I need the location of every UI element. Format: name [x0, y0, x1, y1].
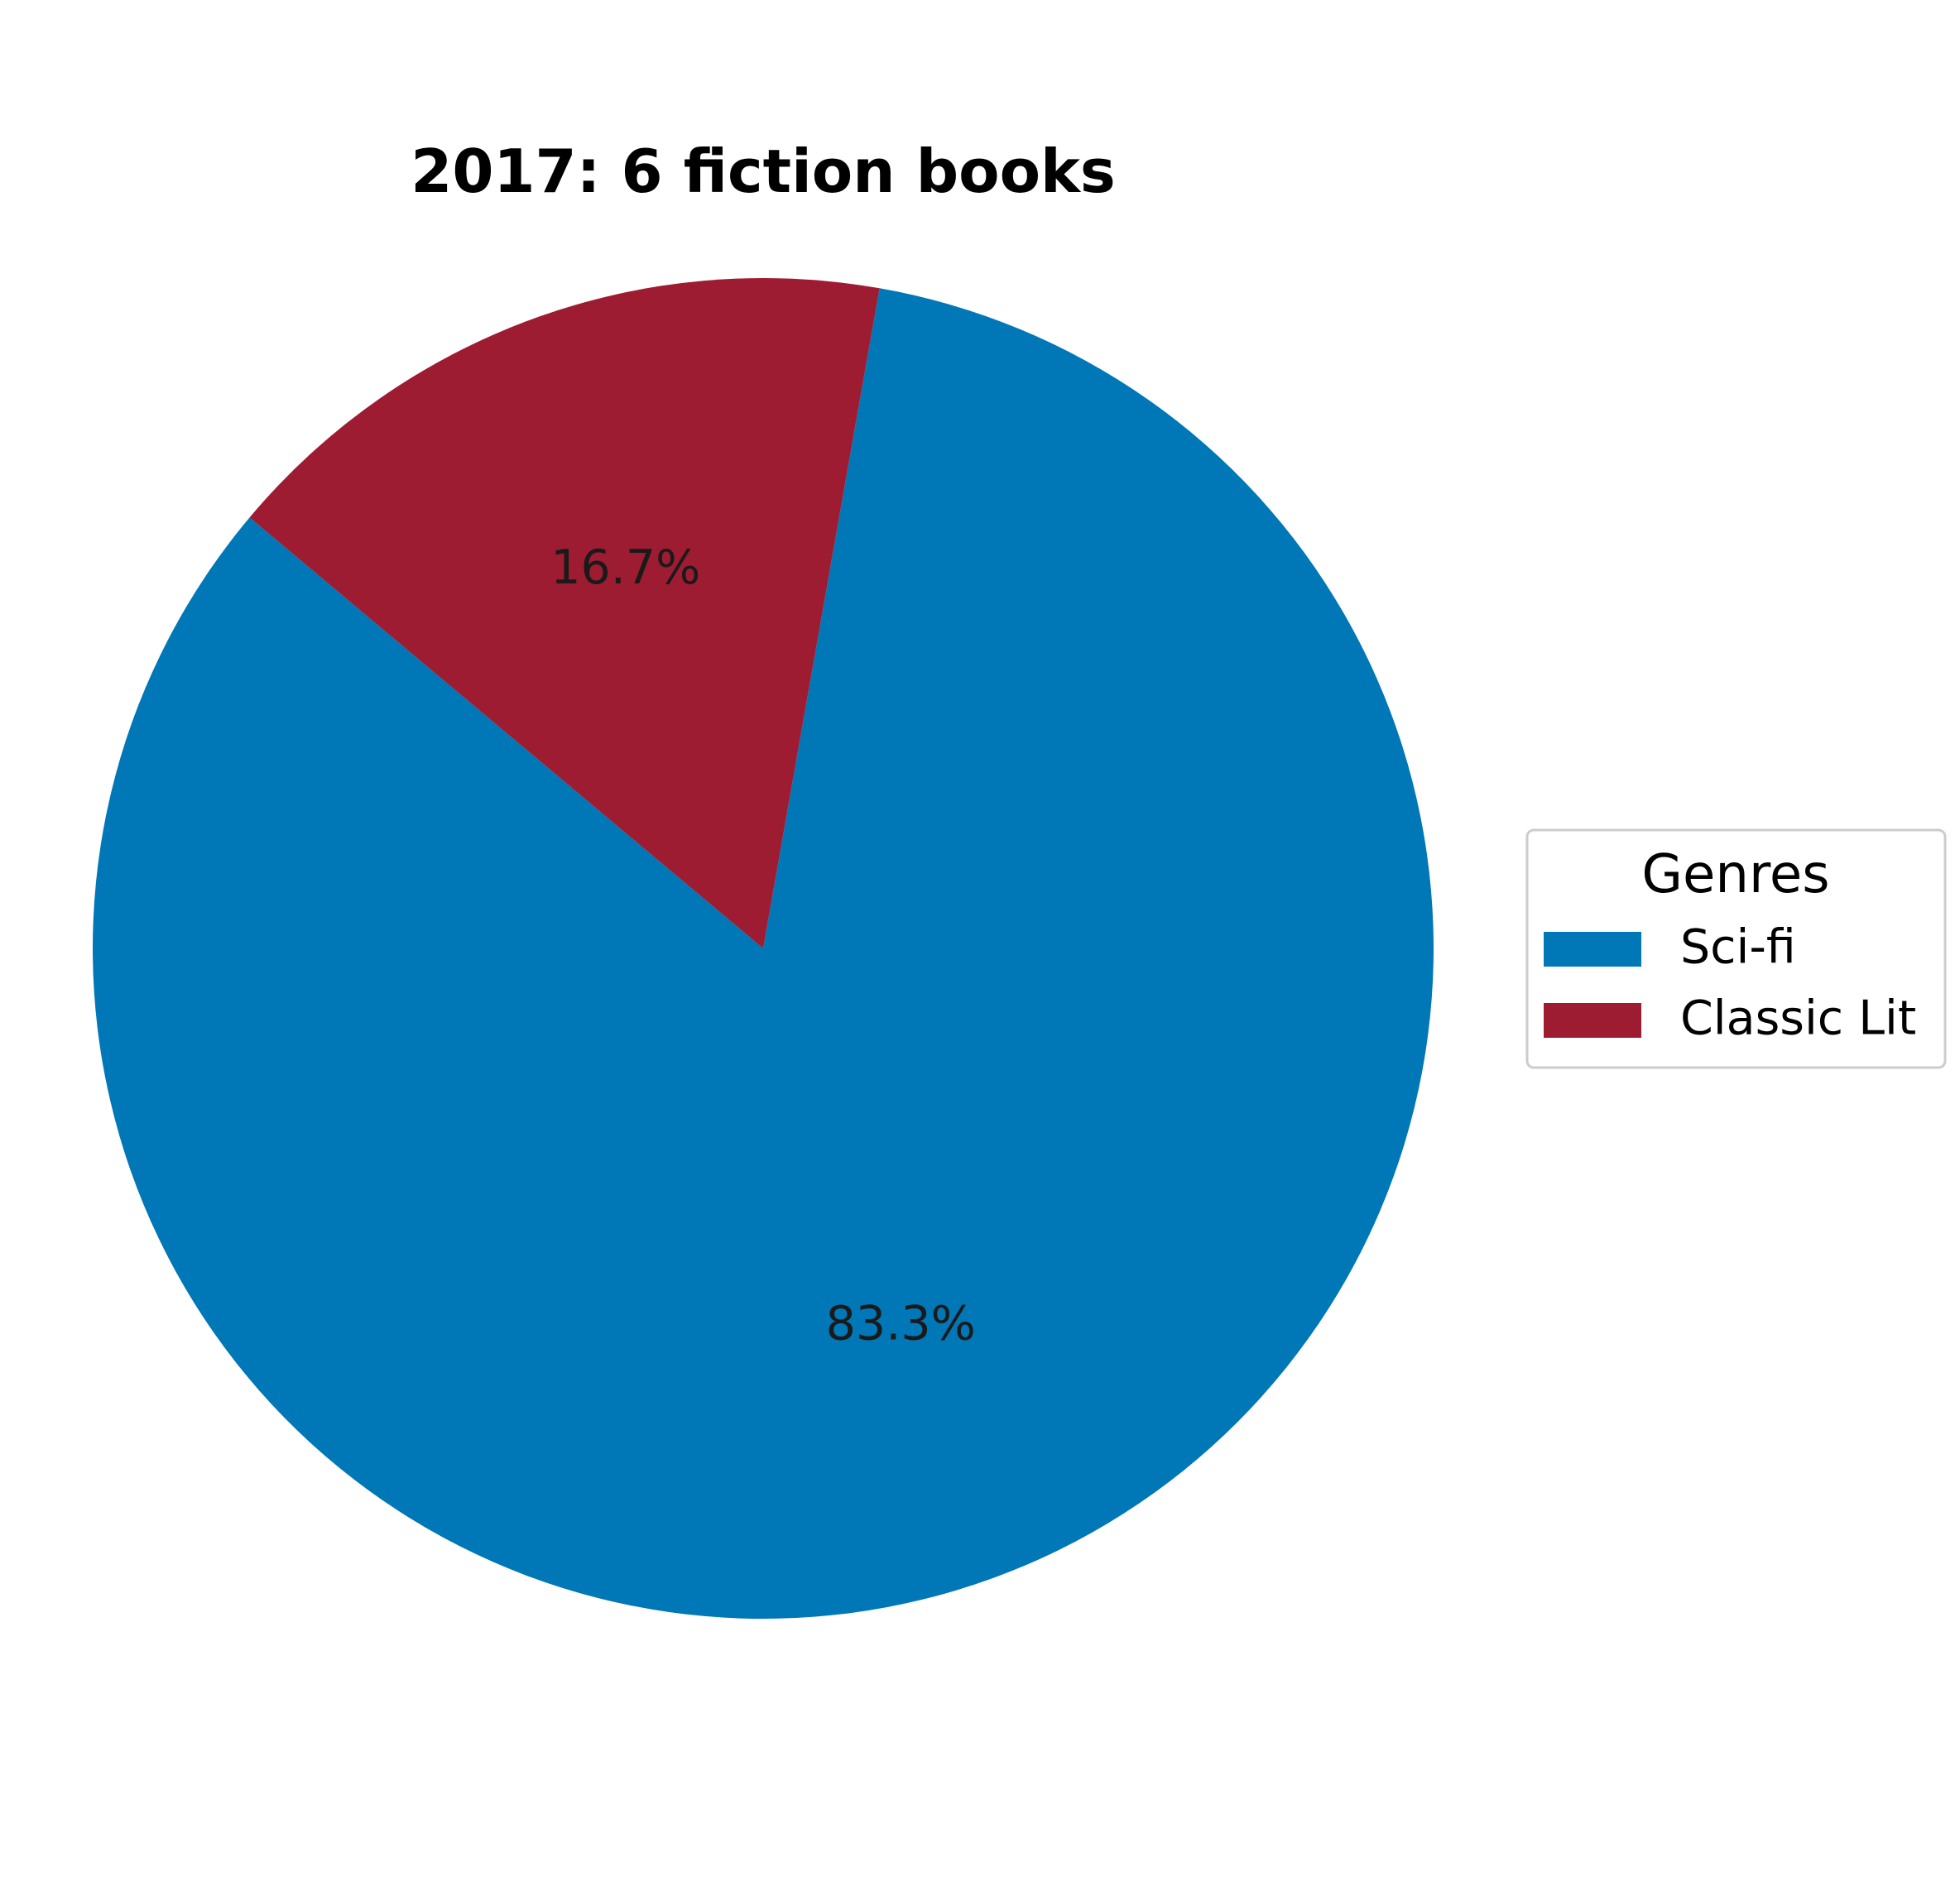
pie-slices: [93, 278, 1434, 1620]
legend-title: Genres: [1641, 844, 1829, 905]
percent-label-sci-fi: 83.3%: [826, 1296, 976, 1351]
legend-label-classic-lit: Classic Lit: [1680, 991, 1916, 1046]
pie-slice-classic-lit: [249, 278, 880, 948]
pie-percent-labels: 83.3% 16.7%: [550, 540, 976, 1351]
legend: Genres Sci-fi Classic Lit: [1525, 828, 1947, 1069]
legend-items: Sci-fi Classic Lit: [1544, 920, 1916, 1046]
chart-title: 2017: 6 fiction books: [411, 137, 1116, 206]
legend-label-sci-fi: Sci-fi: [1680, 920, 1796, 975]
pie-slice-sci-fi: [93, 288, 1434, 1620]
legend-swatch-sci-fi: [1544, 932, 1641, 967]
legend-swatch-classic-lit: [1544, 1003, 1641, 1038]
percent-label-classic-lit: 16.7%: [550, 540, 700, 595]
